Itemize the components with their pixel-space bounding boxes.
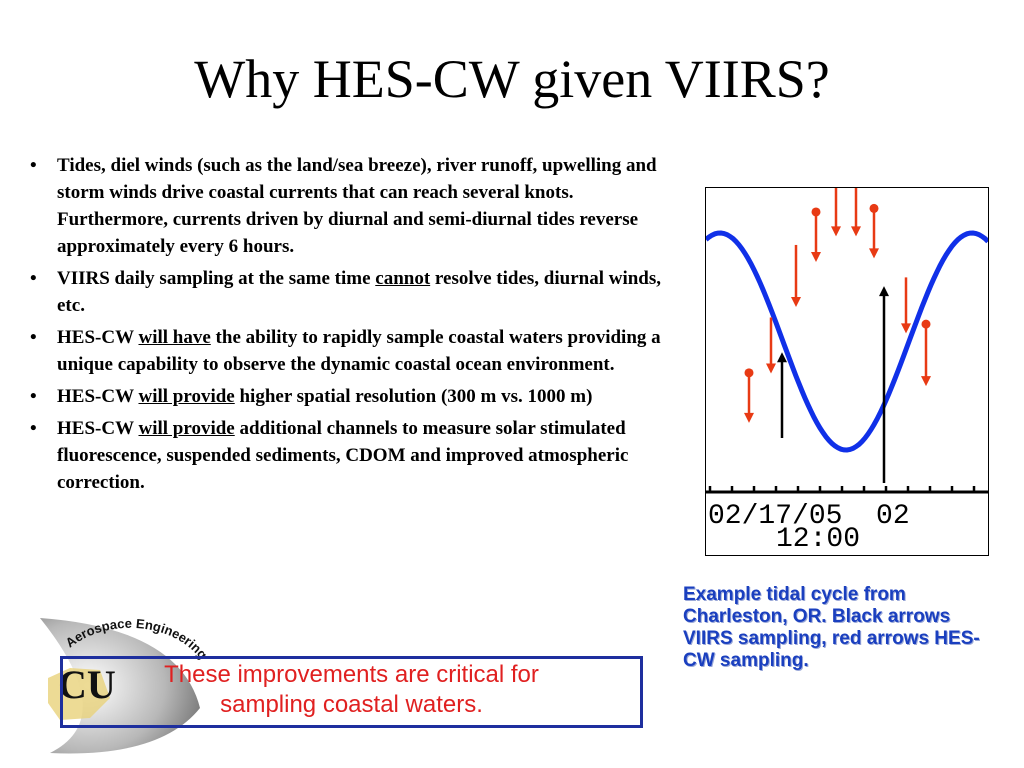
- bullet-item: • VIIRS daily sampling at the same time c…: [30, 265, 670, 319]
- logo-swoosh: [40, 618, 200, 754]
- hes-cw-arrow: [744, 368, 754, 423]
- bullet-marker: •: [30, 327, 37, 348]
- hes-cw-arrow: [831, 188, 841, 237]
- bullet-marker: •: [30, 155, 37, 176]
- bullet-text: HES-CW: [57, 418, 139, 439]
- hes-cw-arrow: [869, 203, 879, 259]
- bullet-text: Tides, diel winds (such as the land/sea …: [57, 155, 657, 257]
- tide-plot: 02/17/05 02 12:00: [705, 187, 989, 556]
- bullet-marker: •: [30, 268, 37, 289]
- bullet-emphasis: will provide: [138, 386, 235, 407]
- date-label: 02/17/05 02: [708, 501, 910, 532]
- bullet-text: additional channels to measure solar sti…: [57, 418, 629, 493]
- bullet-marker: •: [30, 386, 37, 407]
- viirs-arrow: [777, 352, 787, 438]
- bullet-item: • HES-CW will provide higher spatial reso…: [30, 383, 670, 410]
- viirs-arrow: [879, 286, 889, 483]
- logo-state-shape: [48, 668, 110, 720]
- time-label: 12:00: [776, 524, 860, 555]
- callout-line-1: These improvements are critical for: [164, 661, 539, 688]
- hes-cw-arrow: [921, 319, 931, 387]
- hes-cw-arrow: [811, 207, 821, 262]
- hes-cw-arrow: [901, 277, 911, 334]
- bullet-emphasis: cannot: [375, 268, 431, 289]
- bullet-item: • HES-CW will provide additional channels…: [30, 415, 670, 496]
- viirs-arrows: [777, 286, 889, 483]
- callout-text: These improvements are critical for samp…: [60, 656, 643, 720]
- hes-cw-arrow: [766, 317, 776, 374]
- time-axis: [706, 486, 988, 494]
- logo-monogram: CU: [58, 662, 116, 707]
- bullet-text: VIIRS daily sampling at the same time: [57, 268, 376, 289]
- bullet-text: resolve tides, diurnal winds, etc.: [57, 268, 662, 316]
- bullet-emphasis: will have: [138, 327, 211, 348]
- bullet-list: • Tides, diel winds (such as the land/sea…: [30, 152, 670, 501]
- figure-caption: Example tidal cycle from Charleston, OR.…: [683, 584, 980, 671]
- bullet-item: • HES-CW will have the ability to rapidly…: [30, 324, 670, 378]
- bullet-marker: •: [30, 418, 37, 439]
- hes-cw-arrows: [744, 188, 931, 423]
- hes-cw-arrow: [791, 244, 801, 307]
- callout-line-2: sampling coastal waters.: [220, 691, 483, 718]
- bullet-emphasis: will provide: [138, 418, 235, 439]
- hes-cw-arrow: [851, 188, 861, 237]
- bullet-text: higher spatial resolution (300 m vs. 100…: [234, 386, 593, 407]
- tide-plot-svg: 02/17/05 02 12:00: [706, 188, 988, 555]
- cu-aerospace-logo: Aerospace Engineering CU: [40, 616, 211, 754]
- bullet-text: HES-CW: [57, 386, 139, 407]
- bullet-text: the ability to rapidly sample coastal wa…: [57, 327, 661, 375]
- slide-title: Why HES-CW given VIIRS?: [194, 49, 830, 109]
- bullet-text: HES-CW: [57, 327, 139, 348]
- bullet-item: • Tides, diel winds (such as the land/sea…: [30, 152, 670, 260]
- tide-curve: [706, 230, 988, 453]
- callout-box: [60, 656, 643, 728]
